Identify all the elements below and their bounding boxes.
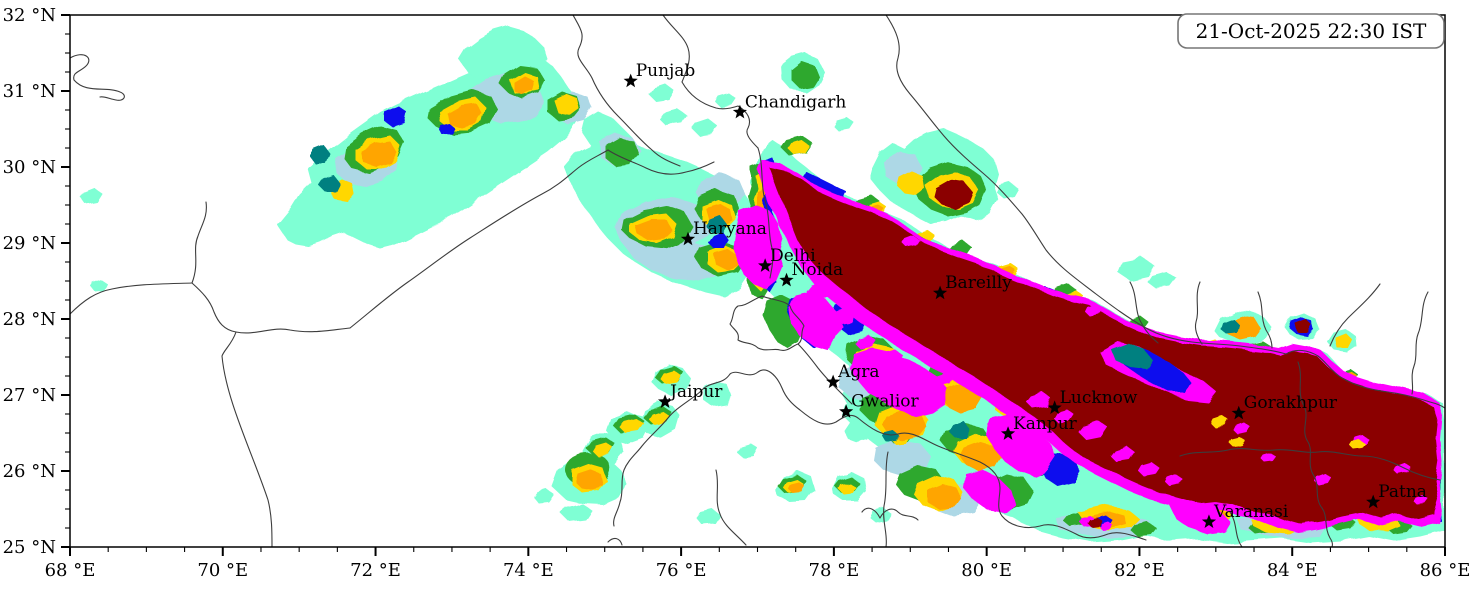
city-label-gwalior: Gwalior xyxy=(851,392,919,412)
y-tick-label: 26 °N xyxy=(3,461,56,482)
border-line xyxy=(1194,281,1203,345)
x-tick-label: 74 °E xyxy=(503,560,554,581)
x-tick-label: 86 °E xyxy=(1420,560,1471,581)
city-star-icon xyxy=(680,231,696,246)
city-label-varanasi: Varanasi xyxy=(1213,502,1289,522)
timestamp-box: 21-Oct-2025 22:30 IST xyxy=(1177,13,1445,49)
y-tick-label: 27 °N xyxy=(3,385,56,406)
x-tick-label: 78 °E xyxy=(809,560,860,581)
y-tick-label: 25 °N xyxy=(3,537,56,558)
x-tick-label: 76 °E xyxy=(656,560,707,581)
border-line xyxy=(1329,283,1381,347)
x-tick-label: 80 °E xyxy=(961,560,1012,581)
city-label-bareilly: Bareilly xyxy=(945,273,1012,293)
city-label-lucknow: Lucknow xyxy=(1060,388,1138,408)
x-axis: 68 °E 70 °E 72 °E 74 °E 76 °E 78 °E 80 °E 82 °E… xyxy=(45,547,1471,581)
border-line xyxy=(572,15,681,167)
border-line xyxy=(861,507,919,521)
city-star-icon xyxy=(623,73,638,88)
border-line xyxy=(191,282,351,334)
y-tick-label: 29 °N xyxy=(3,233,56,254)
border-line xyxy=(607,149,715,175)
border-line xyxy=(729,295,805,351)
city-star-icon xyxy=(1231,405,1246,420)
border-line xyxy=(1257,291,1273,349)
y-tick-label: 28 °N xyxy=(3,309,56,330)
border-line xyxy=(191,201,207,284)
border-line xyxy=(885,15,1445,409)
border-line xyxy=(1129,281,1159,344)
x-tick-label: 70 °E xyxy=(197,560,248,581)
border-line xyxy=(1229,511,1243,547)
city-star-icon xyxy=(758,258,773,272)
border-line xyxy=(70,54,125,101)
city-label-delhi: Delhi xyxy=(770,246,816,266)
city-label-patna: Patna xyxy=(1378,482,1427,502)
city-star-icon xyxy=(826,374,841,389)
city-star-icon xyxy=(779,272,794,287)
border-line xyxy=(883,451,889,547)
border-line xyxy=(70,282,193,315)
y-axis: 32 °N 31 °N 30 °N 29 °N 28 °N 27 °N 26 °N 25 °N xyxy=(3,5,70,558)
city-label-gorakhpur: Gorakhpur xyxy=(1244,393,1338,413)
border-line xyxy=(662,15,759,149)
border-line xyxy=(1411,291,1429,395)
city-star-icon xyxy=(732,104,748,119)
radar-core-details xyxy=(806,234,1429,505)
border-line xyxy=(349,149,609,329)
city-label-agra: Agra xyxy=(837,362,879,382)
city-label-chandigarh: Chandigarh xyxy=(745,92,847,112)
y-tick-label: 32 °N xyxy=(3,5,56,26)
y-tick-label: 31 °N xyxy=(3,81,56,102)
x-tick-label: 68 °E xyxy=(45,560,96,581)
city-label-haryana: Haryana xyxy=(693,219,767,239)
border-line xyxy=(757,147,774,279)
border-line xyxy=(1297,361,1334,547)
border-line xyxy=(699,369,1147,541)
border-line xyxy=(715,469,747,546)
timestamp-text: 21-Oct-2025 22:30 IST xyxy=(1196,19,1427,43)
city-star-icon xyxy=(1366,494,1381,509)
radar-layers xyxy=(80,25,1445,543)
state-borders xyxy=(70,15,1445,547)
city-star-icon xyxy=(1047,400,1062,415)
x-tick-label: 82 °E xyxy=(1114,560,1165,581)
city-star-icon xyxy=(1000,426,1016,440)
city-label-noida: Noida xyxy=(792,260,844,280)
x-tick-label: 84 °E xyxy=(1267,560,1318,581)
x-tick-label: 72 °E xyxy=(350,560,401,581)
city-star-icon xyxy=(932,285,948,300)
border-line xyxy=(221,331,273,547)
city-star-icon xyxy=(657,394,673,408)
y-tick-label: 30 °N xyxy=(3,157,56,178)
border-line xyxy=(613,391,701,527)
city-label-punjab: Punjab xyxy=(636,61,696,81)
radar-layer-extreme xyxy=(769,167,1439,527)
city-label-jaipur: Jaipur xyxy=(668,382,723,402)
border-line xyxy=(1179,448,1441,481)
city-label-kanpur: Kanpur xyxy=(1013,414,1078,434)
city-star-icon xyxy=(839,404,854,418)
border-line xyxy=(607,537,623,546)
city-star-icon xyxy=(1201,514,1217,529)
timestamp-frame xyxy=(1177,13,1445,49)
